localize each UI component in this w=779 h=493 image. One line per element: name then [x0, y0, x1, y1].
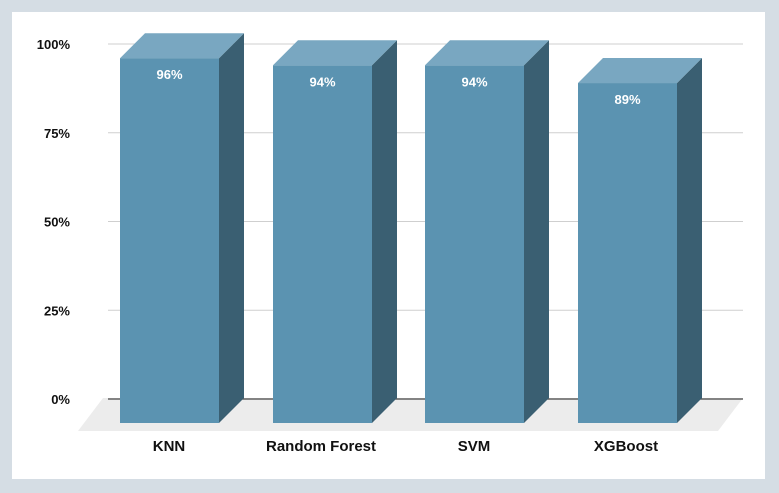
y-tick-label: 50%: [44, 215, 70, 230]
bar-front-face: [425, 65, 524, 424]
bar-top-face: [273, 40, 397, 66]
bar-top-face: [578, 58, 702, 84]
x-tick-label: KNN: [153, 438, 186, 455]
x-axis-labels: KNN Random Forest SVM XGBoost: [153, 438, 658, 455]
bar-front-face: [273, 65, 372, 424]
y-axis-ticks: 0% 25% 50% 75% 100%: [37, 37, 71, 407]
bar-top-face: [120, 33, 244, 59]
bar-data-label: 89%: [614, 92, 640, 107]
bars: 96% 94% 94% 89%: [120, 33, 702, 424]
y-tick-label: 0%: [51, 392, 70, 407]
bar-data-label: 96%: [156, 67, 182, 82]
y-tick-label: 75%: [44, 126, 70, 141]
bar-side-face: [219, 33, 244, 423]
bar-front-face: [578, 83, 677, 424]
chart-floor: [78, 398, 743, 431]
x-tick-label: Random Forest: [266, 438, 376, 455]
x-tick-label: SVM: [458, 438, 491, 455]
bar-side-face: [524, 40, 549, 424]
floor-plane: [78, 398, 743, 431]
chart-card: 0% 25% 50% 75% 100% 96% 94% 94% 89% KNN Random F…: [12, 12, 765, 479]
bar-chart: 0% 25% 50% 75% 100% 96% 94% 94% 89% KNN Random F…: [37, 33, 743, 455]
y-tick-label: 25%: [44, 303, 70, 318]
bar-data-label: 94%: [461, 74, 487, 89]
bar: 94%: [273, 40, 397, 424]
y-tick-label: 100%: [37, 37, 71, 52]
bar-side-face: [677, 58, 702, 424]
bar-data-label: 94%: [309, 74, 335, 89]
x-tick-label: XGBoost: [594, 438, 658, 455]
bar-top-face: [425, 40, 549, 66]
bar: 89%: [578, 58, 702, 424]
bar: 96%: [120, 33, 244, 423]
bar-side-face: [372, 40, 397, 424]
bar-front-face: [120, 58, 219, 423]
bar: 94%: [425, 40, 549, 424]
